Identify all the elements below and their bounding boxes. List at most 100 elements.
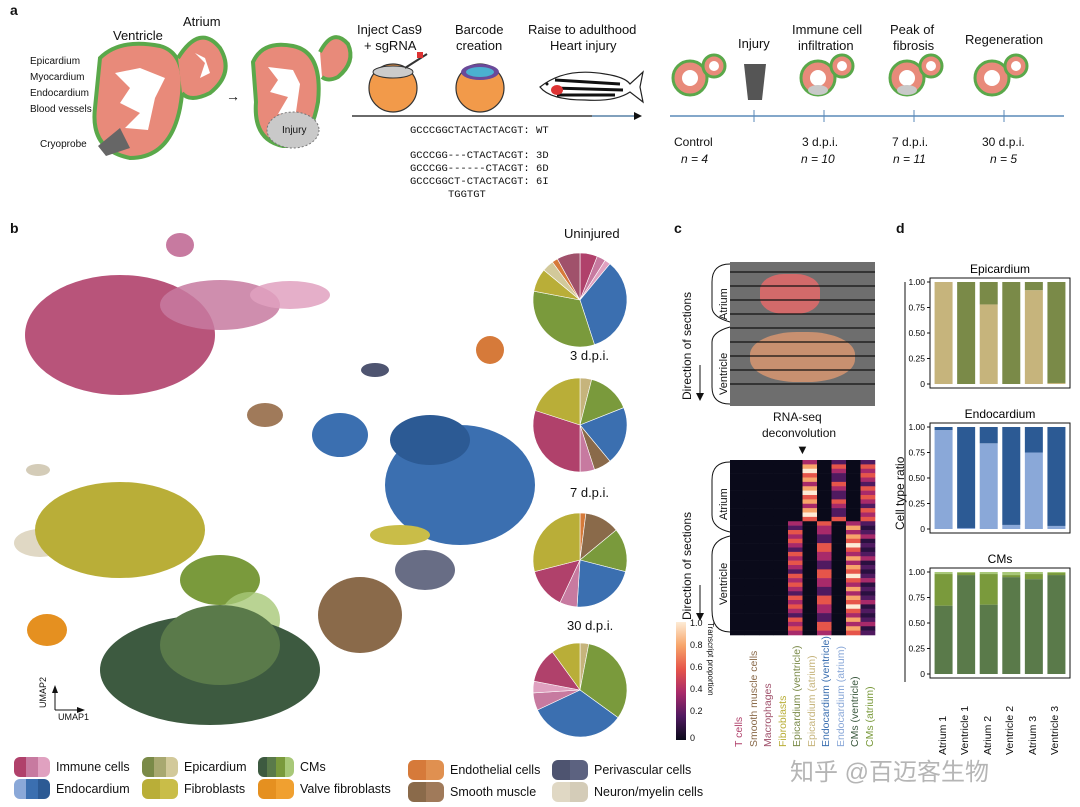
pie-3-slice-2 [537, 689, 619, 738]
bar-segment [1047, 575, 1066, 674]
legend-swatch [14, 757, 50, 777]
legend-item: Smooth muscle [408, 782, 536, 802]
cryoprobe-icon [98, 128, 130, 156]
legend-swatch [552, 760, 588, 780]
panel-a-letter: a [10, 2, 18, 18]
bar-x-label: Ventricle 3 [1049, 705, 1062, 755]
y-tick: 0.25 [908, 644, 925, 654]
heatmap-col-label: Endocardium (ventricle) [820, 636, 832, 747]
timeline-fibrosis-label-2: fibrosis [893, 38, 935, 53]
cryoprobe-label: Cryoprobe [40, 139, 87, 150]
atrium-label: Atrium [183, 14, 221, 29]
legend-label: Smooth muscle [450, 785, 537, 799]
y-tick: 0.50 [908, 473, 925, 483]
legend-swatch [408, 760, 444, 780]
heatmap-col-label: Epicardium (ventricle) [791, 645, 803, 747]
injury-label: Injury [282, 125, 307, 136]
legend-item: Valve fibroblasts [258, 779, 391, 799]
zebrafish-icon [539, 70, 644, 104]
bar-segment [934, 574, 953, 606]
barcode-label-2: creation [456, 38, 503, 53]
bar-segment [1047, 525, 1066, 529]
bar-segment [1002, 524, 1021, 529]
raise-label: Raise to adulthood [528, 22, 637, 37]
bar-segment [979, 574, 998, 605]
bar-segment [979, 604, 998, 674]
timeline-fibrosis-label: Peak of [890, 22, 935, 37]
cluster-neuron [26, 464, 50, 476]
barcode-embryo-icon [455, 63, 505, 113]
pie-2-slice-3 [576, 559, 626, 608]
colorbar-tick-0: 0 [690, 733, 696, 743]
legend-item: Endocardium [14, 779, 130, 799]
bar-segment [1024, 572, 1043, 575]
panel-d-letter: d [896, 220, 905, 236]
bar-segment [1024, 427, 1043, 453]
bar-segment [1002, 575, 1021, 578]
pie-0-slice-8 [556, 252, 581, 301]
bar-segment [979, 282, 998, 305]
bar-segment [1024, 574, 1043, 580]
timeline-control: Control [674, 135, 713, 149]
bar-segment [1047, 573, 1066, 576]
direction-arrow-bottom [696, 585, 704, 621]
down-triangle-icon: ▼ [796, 442, 809, 457]
ventricle-label-top: Ventricle [718, 352, 730, 395]
colorbar-tick-08: 0.8 [690, 640, 703, 650]
legend-swatch [408, 782, 444, 802]
heatmap-col-label: Fibroblasts [776, 695, 789, 747]
bar-segment [934, 605, 953, 674]
colorbar-tick-06: 0.6 [690, 662, 703, 672]
cluster-cms-2 [160, 605, 280, 685]
timeline-immune-label: Immune cell [792, 22, 863, 37]
cluster-endocardium-b [390, 415, 470, 465]
y-tick: 0.75 [908, 303, 925, 313]
legend-item: Fibroblasts [142, 779, 245, 799]
direction-label-bottom: Direction of sections [680, 511, 694, 620]
y-tick: 0.50 [908, 328, 925, 338]
legend-swatch [552, 782, 588, 802]
timeline-heart-3dpi [799, 53, 855, 97]
colorbar-tick-1: 1.0 [690, 618, 703, 628]
pie-title-uninjured: Uninjured [564, 226, 620, 241]
umap2-label: UMAP2 [38, 676, 48, 708]
legend-label: Immune cells [56, 760, 130, 774]
deconvolution-label-2: deconvolution [762, 426, 837, 440]
timeline-3dpi: 3 d.p.i. [802, 135, 839, 149]
bar-segment [934, 427, 953, 431]
ventricle-label: Ventricle [113, 28, 163, 43]
bar-segment [1002, 282, 1021, 384]
legend-label: CMs [300, 760, 326, 774]
seq-wt: GCCCGGCTACTACTACGT: WT [410, 125, 549, 137]
bar-segment [979, 304, 998, 384]
injured-heart [250, 35, 353, 149]
pie-3-slice-6 [551, 642, 581, 691]
cluster-immune-3 [250, 281, 330, 309]
y-tick: 0.75 [908, 448, 925, 458]
ventricle-label-bottom: Ventricle [718, 562, 730, 605]
bar-segment [934, 430, 953, 529]
bar-segment [934, 282, 953, 384]
legend-item: Endothelial cells [408, 760, 540, 780]
bar-x-label: Atrium 3 [1026, 715, 1039, 755]
colorbar-tick-02: 0.2 [690, 706, 703, 716]
inject-label: Inject Cas9 [357, 22, 423, 37]
pie-1-slice-5 [532, 410, 581, 473]
y-tick: 1.00 [908, 567, 925, 577]
y-tick: 0.50 [908, 618, 925, 628]
seq-6d: GCCCGG------CTACGT: 6D [410, 163, 549, 175]
bar-segment [957, 575, 976, 674]
legend-label: Endocardium [56, 782, 130, 796]
colorbar-tick-04: 0.4 [690, 684, 703, 694]
pie-title-30dpi: 30 d.p.i. [567, 618, 614, 633]
stacked-bar-charts: Epicardium 1.00 0.75 0.50 0.25 0 Endocardium 1.… [908, 262, 1071, 679]
cluster-perivascular [395, 550, 455, 590]
ratio-axis-line [904, 282, 906, 682]
bar-segment [1024, 579, 1043, 674]
bar-segment [957, 282, 976, 384]
cluster-perivascular-small [361, 363, 389, 377]
timeline-heart-control [671, 53, 727, 97]
legend-item: CMs [258, 757, 326, 777]
atrium-label-bottom: Atrium [718, 488, 730, 520]
cluster-immune-2 [160, 280, 280, 330]
